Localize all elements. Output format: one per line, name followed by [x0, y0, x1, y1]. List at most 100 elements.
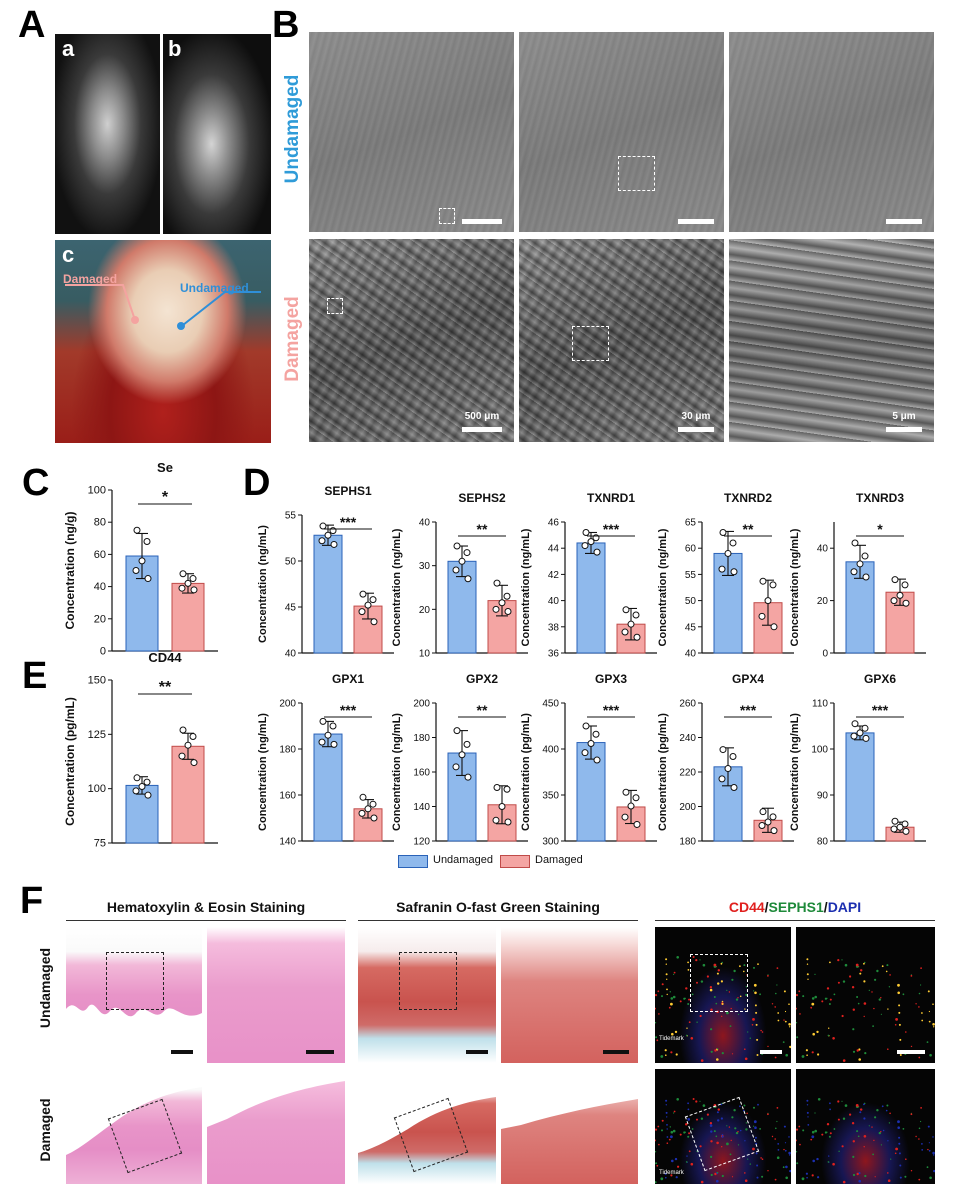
- speckle: [852, 1173, 856, 1177]
- speckle: [920, 967, 922, 969]
- speckle: [717, 982, 720, 985]
- speckle: [844, 963, 848, 967]
- speckle: [730, 1139, 732, 1142]
- if-header-cd44: CD44: [728, 899, 765, 915]
- speckle: [829, 1108, 831, 1111]
- data-point: [144, 575, 152, 583]
- so-undamaged-zoom: [501, 927, 638, 1063]
- speckle: [657, 1125, 660, 1128]
- speckle: [783, 1148, 785, 1151]
- y-tick-label: 60: [94, 549, 106, 561]
- y-tick-label: 40: [94, 581, 106, 593]
- speckle: [688, 998, 691, 1001]
- speckle: [717, 1119, 720, 1122]
- speckle: [679, 1133, 682, 1136]
- speckle: [699, 1014, 702, 1018]
- xray-ap-image: [55, 34, 160, 234]
- data-point: [359, 590, 367, 598]
- speckle: [918, 1056, 921, 1059]
- chart-title: GPX6: [864, 672, 896, 686]
- speckle: [749, 1037, 751, 1039]
- scale-bar: [306, 1050, 334, 1054]
- data-point: [498, 599, 506, 607]
- he-undamaged-zoom: [207, 927, 345, 1063]
- data-point: [358, 809, 366, 817]
- if-header-slash: /: [823, 899, 828, 915]
- speckle: [737, 1144, 740, 1146]
- speckle: [752, 1018, 755, 1021]
- speckle: [685, 1161, 688, 1163]
- if-header-sephs1: SEPHS1: [768, 899, 824, 915]
- speckle: [767, 1170, 769, 1172]
- significance-stars: ***: [340, 702, 357, 718]
- speckle: [852, 1140, 855, 1143]
- label-undamaged: Undamaged: [180, 281, 249, 295]
- y-tick-label: 80: [94, 517, 106, 529]
- data-point: [758, 821, 766, 829]
- speckle: [814, 1129, 817, 1133]
- speckle: [827, 1161, 830, 1163]
- data-point: [902, 827, 910, 835]
- scale-bar: [462, 427, 502, 432]
- data-point: [621, 628, 629, 636]
- y-tick-label: 240: [679, 733, 696, 744]
- speckle: [798, 1125, 801, 1128]
- speckle: [751, 1024, 754, 1026]
- speckle: [856, 1049, 859, 1052]
- speckle: [871, 1126, 873, 1128]
- speckle: [661, 1119, 664, 1122]
- speckle: [841, 1014, 844, 1018]
- speckle: [729, 1025, 732, 1027]
- speckle: [721, 961, 723, 964]
- speckle: [898, 1142, 901, 1145]
- data-point: [498, 803, 506, 810]
- speckle: [745, 1122, 748, 1124]
- speckle: [863, 1146, 865, 1148]
- speckle: [745, 986, 748, 988]
- speckle: [789, 1154, 791, 1156]
- significance-stars: ***: [340, 514, 357, 530]
- speckle: [918, 992, 921, 995]
- speckle: [796, 1151, 798, 1153]
- speckle: [673, 1112, 675, 1114]
- speckle: [666, 978, 668, 980]
- chart-title: CD44: [148, 650, 182, 665]
- speckle: [920, 1120, 922, 1123]
- data-point: [493, 784, 501, 792]
- zoom-box: [327, 298, 343, 314]
- fluorescence-speckles: [655, 956, 791, 1062]
- speckle: [805, 1049, 808, 1052]
- speckle: [713, 1104, 717, 1107]
- speckle: [858, 1172, 861, 1175]
- speckle: [673, 971, 676, 974]
- he-header: Hematoxylin & Eosin Staining: [106, 899, 306, 915]
- if-undamaged-zoom: [796, 927, 935, 1063]
- speckle: [859, 972, 862, 975]
- speckle: [695, 1100, 698, 1103]
- data-point: [861, 724, 869, 732]
- data-point: [370, 618, 378, 626]
- data-point: [587, 538, 595, 546]
- speckle: [898, 1011, 901, 1014]
- y-axis-label: Concentration (pg/mL): [657, 713, 669, 831]
- data-point: [330, 740, 338, 748]
- speckle: [872, 1153, 874, 1156]
- speckle: [802, 1129, 805, 1132]
- speckle: [743, 1104, 746, 1107]
- data-point: [581, 542, 589, 550]
- data-point: [856, 560, 864, 568]
- speckle: [687, 961, 689, 964]
- speckle: [880, 997, 882, 999]
- y-axis-label: Concentration (ng/mL): [391, 713, 403, 831]
- speckle: [863, 1015, 865, 1018]
- y-tick-label: 44: [548, 544, 560, 555]
- speckle: [806, 1104, 809, 1106]
- speckle: [811, 1174, 814, 1177]
- speckle: [894, 1024, 897, 1026]
- y-tick-label: 140: [279, 837, 296, 848]
- speckle: [761, 1031, 764, 1033]
- speckle: [754, 1004, 757, 1007]
- speckle: [706, 975, 709, 978]
- speckle: [890, 1158, 892, 1160]
- legend-swatch-undamaged: [398, 855, 428, 868]
